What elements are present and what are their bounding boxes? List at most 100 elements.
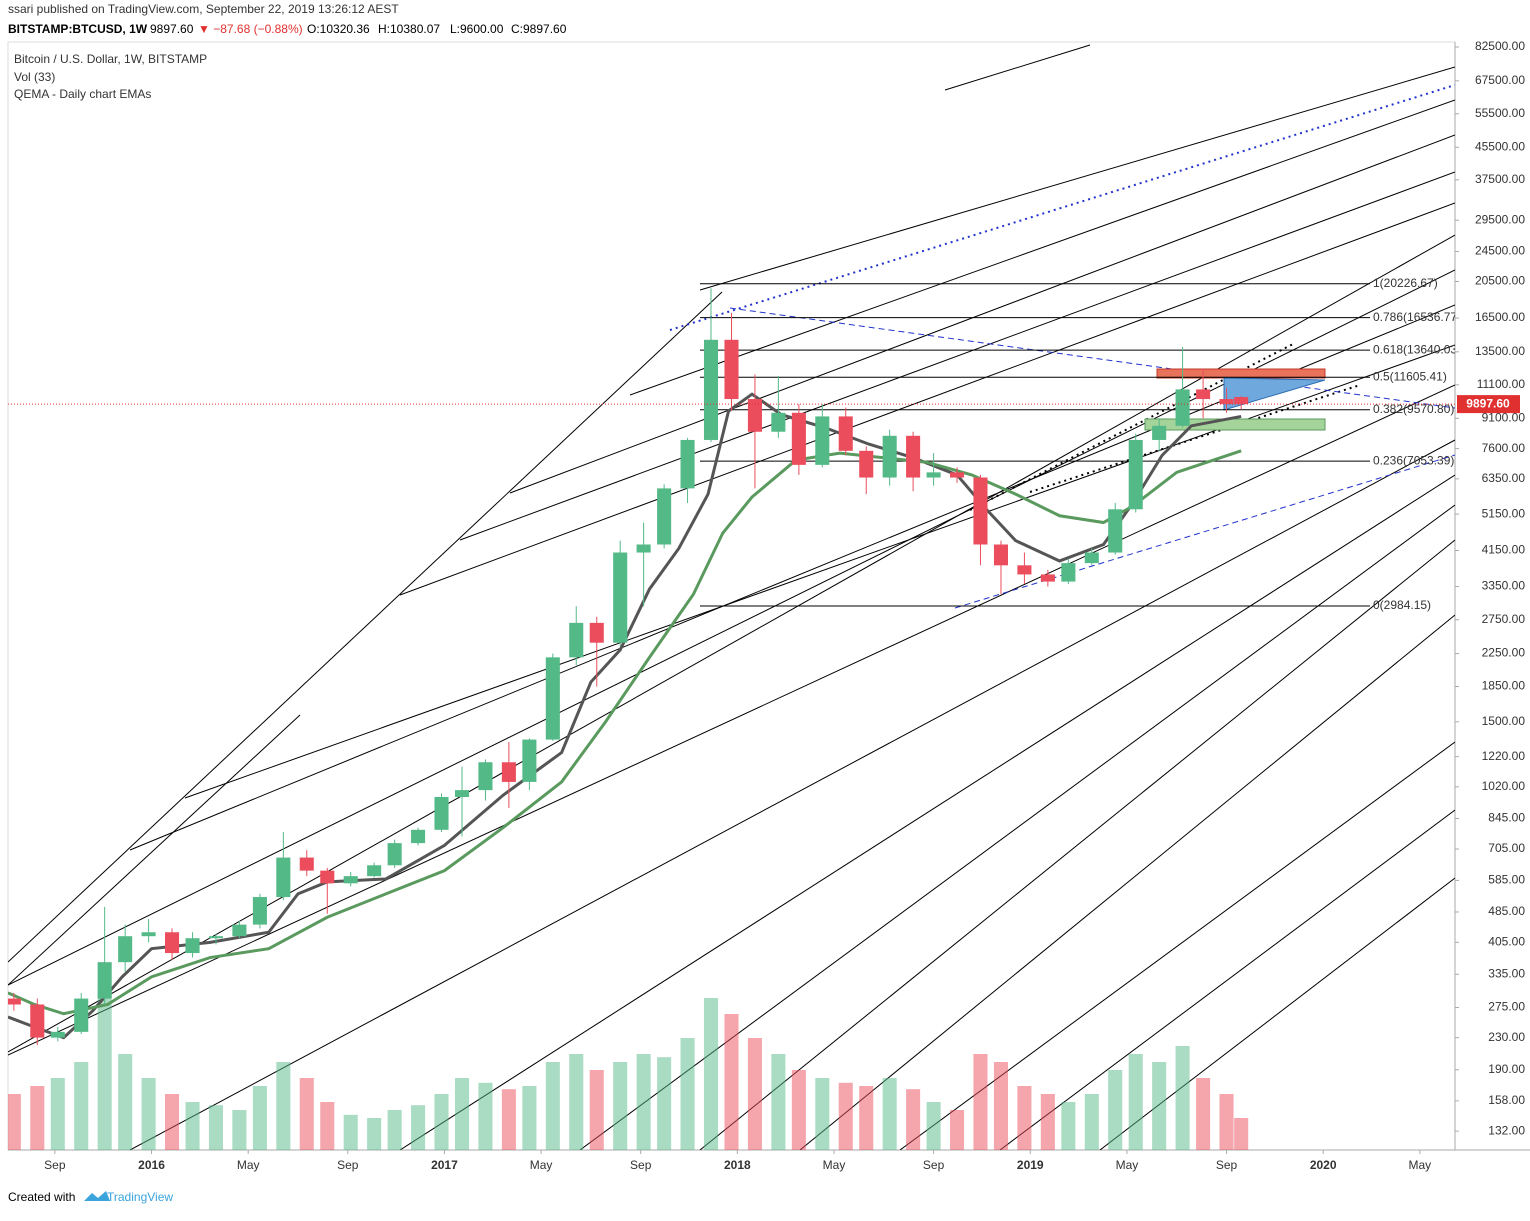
volume-bar: [636, 1054, 651, 1150]
change: ▼ −87.68 (−0.88%): [198, 22, 303, 36]
candle-body: [613, 552, 628, 643]
y-tick-label: 158.00: [1488, 1093, 1525, 1107]
y-tick-label: 230.00: [1488, 1030, 1525, 1044]
last: 9897.60: [150, 22, 194, 36]
candle-body: [165, 932, 180, 954]
x-tick-label: Sep: [44, 1158, 66, 1172]
candle-body: [926, 472, 941, 478]
volume-bar: [8, 1094, 21, 1150]
y-tick-label: 275.00: [1488, 1000, 1525, 1014]
volume-bar: [926, 1102, 941, 1150]
candle-body: [501, 762, 516, 782]
candle-body: [522, 739, 537, 782]
published: ssari published on TradingView.com, Sept…: [8, 2, 399, 16]
y-tick-label: 29500.00: [1475, 212, 1525, 226]
candle-body: [703, 339, 719, 440]
channel-line: [459, 171, 1455, 541]
plot-frame: [7, 41, 1456, 1151]
volume-bar: [906, 1089, 921, 1150]
volume-bar: [50, 1078, 65, 1150]
volume-bar: [882, 1078, 897, 1150]
symbol: BITSTAMP:BTCUSD, 1W: [8, 22, 148, 36]
candle-body: [1196, 389, 1211, 400]
open: O:10320.36: [307, 22, 370, 36]
y-tick-label: 1020.00: [1482, 779, 1526, 793]
candle-body: [1128, 439, 1143, 510]
volume-bar: [74, 1062, 89, 1150]
volume-bar: [232, 1110, 247, 1150]
channel-line: [699, 66, 1455, 291]
volume-bar: [434, 1094, 449, 1150]
channel-line: [509, 134, 1455, 494]
fib-label: 0(2984.15): [1373, 598, 1431, 612]
support-box: [1144, 418, 1326, 431]
footer-created: Created with: [8, 1190, 75, 1204]
x-tick-label: Sep: [923, 1158, 945, 1172]
y-tick-label: 45500.00: [1475, 139, 1525, 153]
volume-bar: [1128, 1054, 1143, 1150]
x-tick-label: May: [1409, 1158, 1432, 1172]
y-tick-label: 1850.00: [1482, 679, 1526, 693]
trend-dashed: [954, 454, 1455, 609]
y-tick-label: 845.00: [1488, 811, 1525, 825]
volume-bar: [680, 1038, 695, 1150]
candle-body: [276, 857, 291, 898]
volume-bar: [411, 1105, 426, 1150]
volume-bar: [185, 1102, 200, 1150]
candle-body: [343, 876, 358, 884]
volume-bar: [97, 990, 112, 1150]
volume-bar: [950, 1110, 965, 1150]
volume-bar: [1084, 1094, 1099, 1150]
y-tick-label: 13500.00: [1475, 344, 1525, 358]
candle-body: [882, 435, 897, 478]
candle-body: [657, 488, 672, 545]
x-tick-label: May: [823, 1158, 846, 1172]
candle-body: [30, 1004, 45, 1038]
last-price-label: 9897.60: [1466, 396, 1510, 410]
volume-bar: [838, 1082, 853, 1150]
candle-body: [74, 998, 89, 1032]
plot: 1(20226.67) 0.786(16536.77) 0.618(13640.03…: [8, 44, 1461, 1150]
volume-bar: [141, 1078, 156, 1150]
trend-dotted: [669, 84, 1455, 331]
volume-bar: [522, 1086, 537, 1150]
channel-line: [184, 344, 1455, 799]
candle-body: [569, 622, 584, 658]
ema-line: [8, 392, 1242, 1040]
candle-body: [8, 998, 21, 1005]
volume-bar: [859, 1086, 874, 1150]
trend-dashed: [729, 307, 1455, 409]
candle-body: [1108, 509, 1123, 553]
y-tick-label: 24500.00: [1475, 244, 1525, 258]
fib-label: 0.382(9570.80): [1373, 402, 1454, 416]
candle-body: [791, 412, 806, 465]
candle-body: [950, 472, 965, 478]
x-tick-label: May: [237, 1158, 260, 1172]
channel-line: [8, 384, 1455, 1056]
volume-bar: [1040, 1094, 1055, 1150]
y-tick-label: 485.00: [1488, 904, 1525, 918]
y-tick-label: 132.00: [1488, 1123, 1525, 1137]
fib-label: 0.786(16536.77): [1373, 310, 1461, 324]
candle-body: [1017, 565, 1032, 575]
volume-bar: [1152, 1062, 1167, 1150]
candle-body: [478, 762, 493, 791]
volume-bar: [1061, 1102, 1076, 1150]
trend-dotted: [969, 342, 1296, 511]
candle-body: [545, 657, 560, 740]
candle-body: [50, 1031, 65, 1038]
ema-line: [8, 449, 1242, 1016]
y-tick-label: 67500.00: [1475, 73, 1525, 87]
candle-body: [1084, 552, 1099, 564]
channel-line: [944, 44, 1091, 91]
y-tick-label: 16500.00: [1475, 310, 1525, 324]
channel-line: [8, 269, 1455, 986]
x-tick-label: 2019: [1017, 1158, 1044, 1172]
volume-bar: [165, 1094, 180, 1150]
y-tick-label: 37500.00: [1475, 172, 1525, 186]
channel-line: [999, 809, 1455, 1150]
x-tick-label: 2018: [724, 1158, 751, 1172]
close: C:9897.60: [511, 22, 567, 36]
y-tick-label: 585.00: [1488, 873, 1525, 887]
